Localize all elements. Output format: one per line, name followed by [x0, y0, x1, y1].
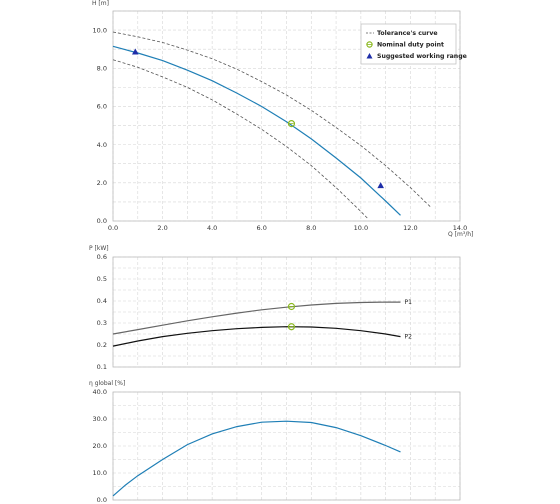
power-grid	[112, 256, 461, 368]
y-tick-label: 0.6	[97, 253, 107, 261]
head-legend: Tolerance's curve Nominal duty point Sug…	[360, 23, 467, 65]
y-tick-label: 10.0	[93, 26, 107, 34]
power-chart-panel: 0.1 0.2 0.3 0.4 0.5 0.6 P [kW] P1 P2	[89, 245, 461, 371]
head-x-axis-label: Q [m³/h]	[448, 231, 473, 238]
efficiency-plot-frame	[112, 391, 461, 501]
x-tick-label: 14.0	[453, 224, 467, 232]
y-tick-label: 0.0	[97, 217, 107, 225]
y-tick-label: 4.0	[97, 141, 107, 149]
curve-line-0	[112, 31, 431, 207]
y-tick-label: 20.0	[93, 442, 107, 450]
suggested-range-marker	[377, 182, 384, 189]
y-tick-label: 0.2	[97, 341, 107, 349]
y-tick-label: 2.0	[97, 179, 107, 187]
x-tick-label: 8.0	[306, 224, 316, 232]
x-tick-label: 0.0	[108, 224, 118, 232]
nominal-duty-point	[287, 120, 296, 128]
nominal-duty-point	[287, 323, 296, 331]
curve-line-0	[112, 420, 401, 497]
y-tick-label: 8.0	[97, 64, 107, 72]
curve-line-1	[112, 326, 401, 347]
head-markers	[132, 48, 384, 189]
legend-suggested-label: Suggested working range	[377, 53, 467, 60]
x-tick-label: 10.0	[354, 224, 368, 232]
head-y-ticks: 0.0 2.0 4.0 6.0 8.0 10.0	[93, 26, 107, 225]
efficiency-y-axis-label: η global [%]	[89, 380, 125, 387]
efficiency-chart-panel: 0.0 10.0 20.0 30.0 40.0 η global [%]	[89, 380, 461, 504]
x-tick-label: 4.0	[207, 224, 217, 232]
power-curves: P1 P2	[112, 299, 413, 347]
x-tick-label: 12.0	[403, 224, 417, 232]
y-tick-label: 0.4	[97, 297, 107, 305]
power-plot-frame	[112, 256, 461, 368]
efficiency-y-ticks: 0.0 10.0 20.0 30.0 40.0	[93, 388, 107, 504]
y-tick-label: 0.1	[97, 363, 107, 371]
legend-triangle-icon	[366, 53, 373, 59]
head-curves	[112, 31, 431, 220]
y-tick-label: 0.5	[97, 275, 107, 283]
y-tick-label: 10.0	[93, 469, 107, 477]
y-tick-label: 0.0	[97, 496, 107, 504]
curve-line-2	[112, 59, 369, 220]
y-tick-label: 6.0	[97, 103, 107, 111]
x-tick-label: 6.0	[257, 224, 267, 232]
power-markers	[287, 302, 296, 331]
efficiency-grid	[112, 391, 461, 501]
power-y-axis-label: P [kW]	[89, 245, 109, 252]
head-chart-panel: 0.0 2.0 4.0 6.0 8.0 10.0 12.0 14.0 0.0 2.0 4.0 6.0…	[92, 0, 473, 238]
y-tick-label: 30.0	[93, 415, 107, 423]
nominal-duty-point	[287, 302, 296, 311]
legend-tolerance-label: Tolerance's curve	[377, 30, 438, 37]
curve-line-0	[112, 301, 401, 335]
y-tick-label: 0.3	[97, 319, 107, 327]
head-x-ticks: 0.0 2.0 4.0 6.0 8.0 10.0 12.0 14.0	[108, 224, 467, 232]
curve-line-1	[112, 45, 401, 216]
legend-nominal-label: Nominal duty point	[377, 42, 444, 49]
suggested-range-marker	[132, 48, 139, 55]
y-tick-label: 40.0	[93, 388, 107, 396]
x-tick-label: 2.0	[157, 224, 167, 232]
legend-circle-icon	[366, 41, 373, 48]
efficiency-curves	[112, 420, 401, 497]
head-y-axis-label: H [m]	[92, 0, 109, 7]
curve-label-p1: P1	[405, 299, 413, 306]
power-y-ticks: 0.1 0.2 0.3 0.4 0.5 0.6	[97, 253, 107, 371]
legend-box	[360, 23, 457, 65]
head-plot-frame	[112, 10, 461, 222]
curve-label-p2: P2	[405, 334, 413, 341]
